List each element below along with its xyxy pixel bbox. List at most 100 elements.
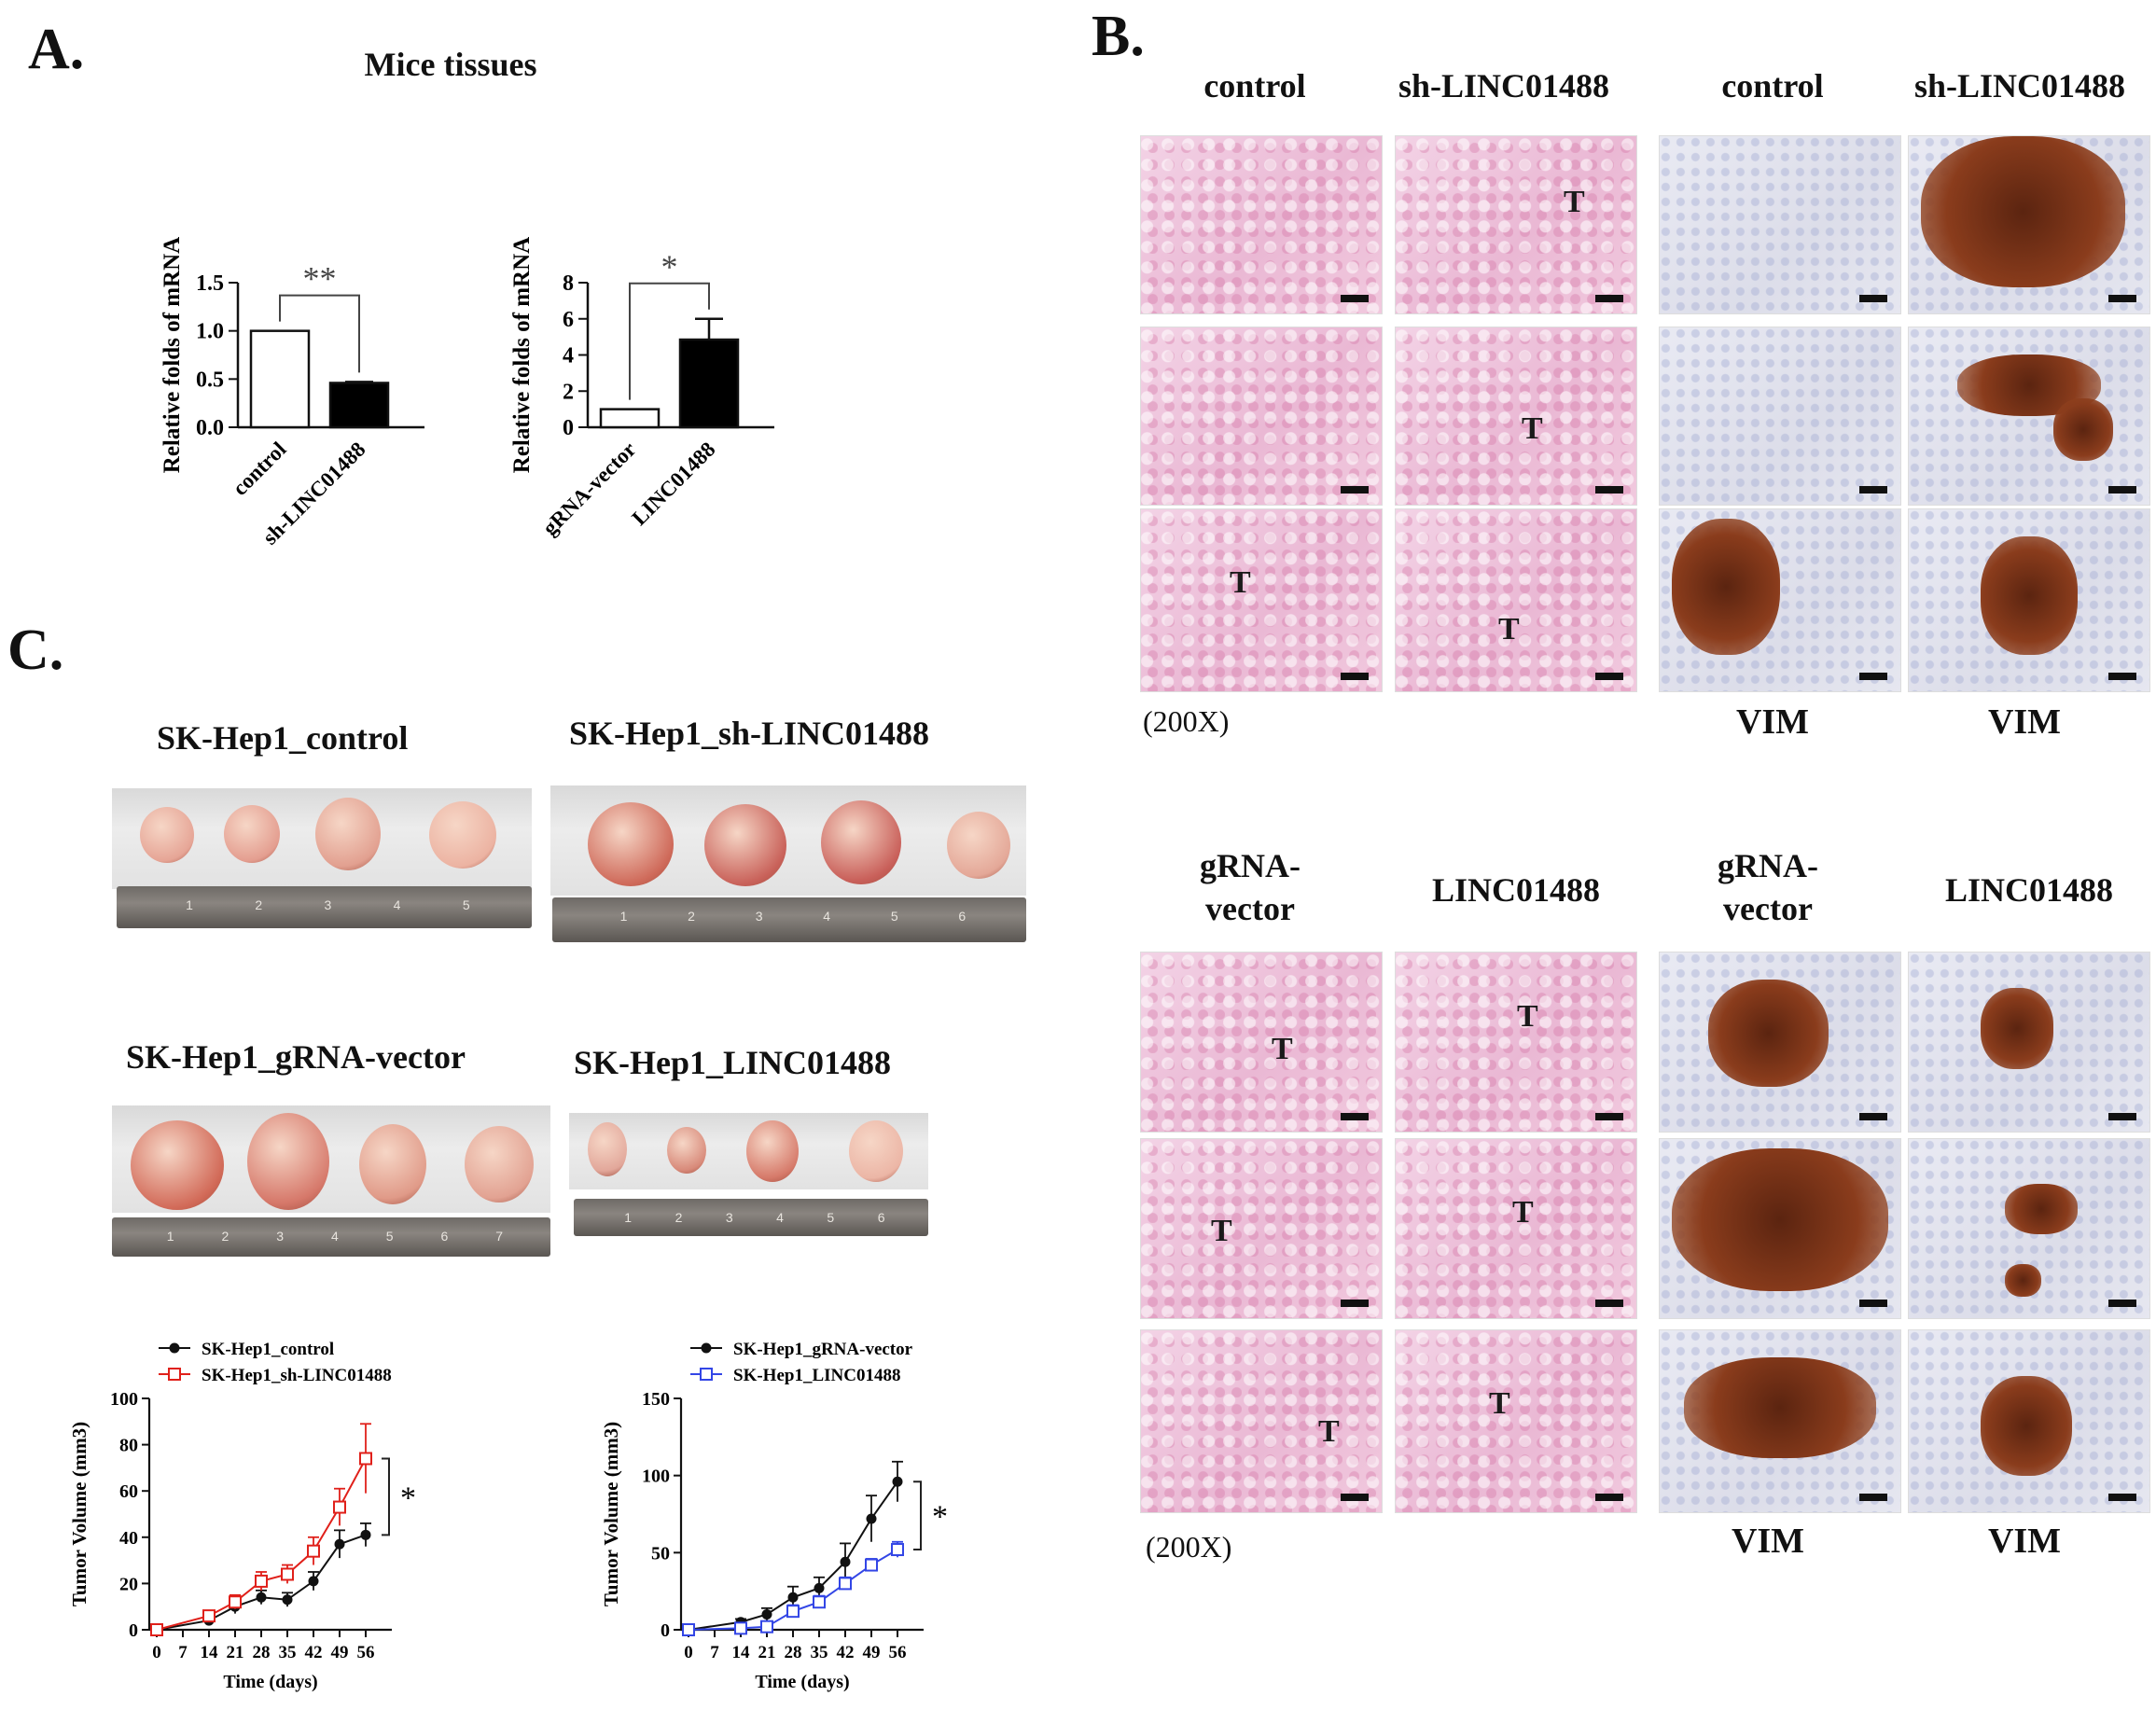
sh-growth-ytick-label: 60 [119, 1481, 138, 1502]
tumor-marker: T [1498, 612, 1520, 646]
scale-bar [1595, 295, 1623, 302]
panel-a-label: A. [28, 18, 85, 81]
scale-bar [1859, 1494, 1887, 1501]
histology-tile-bottom-r2c4 [1908, 1138, 2150, 1319]
header-he-linc: LINC01488 [1431, 871, 1601, 909]
histology-tile-bottom-r3c2: T [1395, 1329, 1637, 1513]
tumor-sample [849, 1120, 903, 1182]
ruler-number: 1 [166, 1229, 174, 1244]
grna-bar-ylabel: Relative folds of mRNA [509, 237, 535, 473]
grna-bar-ytick-label: 2 [563, 380, 574, 404]
tumor-sample [247, 1113, 329, 1210]
scale-bar [1595, 486, 1623, 494]
tumor-marker: T [1512, 1195, 1534, 1230]
sh-growth-legend-marker [169, 1342, 180, 1354]
grna-growth-point [891, 1543, 904, 1557]
tumor-marker: T [1211, 1214, 1232, 1248]
histology-tile-top-r2c3 [1659, 327, 1901, 506]
sh-growth-point [202, 1609, 216, 1623]
histology-tile-top-r1c3 [1659, 135, 1901, 314]
grna-bar-bar [599, 408, 661, 429]
vim-stained-region [1707, 979, 1829, 1087]
ruler-number: 2 [675, 1210, 683, 1225]
grna-growth-xtick-label: 21 [758, 1643, 776, 1662]
grna-growth-point [813, 1595, 826, 1609]
ruler-number: 1 [619, 909, 628, 924]
scale-bar [2108, 673, 2136, 680]
sh-growth-ylabel: Tumor Volume (mm3) [68, 1422, 90, 1606]
scale-bar [1859, 1113, 1887, 1120]
bar-chart-grna: 0 2 4 6 8 Relative folds of mRNAgRNA-vectorLI… [509, 237, 774, 540]
histology-tile-bottom-r2c3 [1659, 1138, 1901, 1319]
sh-bar-bar [328, 382, 390, 429]
grna-bar-ytick-label: 0 [563, 416, 574, 440]
ruler-number: 4 [823, 909, 831, 924]
grna-growth-legend-marker [700, 1368, 713, 1381]
vim-label-1: VIM [1735, 702, 1810, 742]
sh-growth-xtick-label: 0 [152, 1643, 161, 1662]
grna-growth-sig-bracket [913, 1481, 922, 1551]
grna-growth-point [786, 1605, 800, 1619]
ruler-number: 1 [624, 1210, 633, 1225]
scale-bar [1341, 486, 1369, 494]
ruler-sh: 1 2 3 4 5 6 [552, 897, 1026, 942]
scale-bar [2108, 295, 2136, 302]
ruler-number: 4 [776, 1210, 784, 1225]
grna-growth-xtick-label: 7 [710, 1643, 719, 1662]
sh-growth-legend-label: SK-Hep1_sh-LINC01488 [202, 1366, 392, 1385]
grna-bar-ytick-label: 4 [563, 344, 574, 368]
grna-growth-xlabel: Time (days) [755, 1672, 849, 1692]
scale-bar [2108, 1300, 2136, 1307]
histology-tile-bottom-r1c2: T [1395, 952, 1637, 1133]
scale-bar [1341, 1300, 1369, 1307]
vim-label-2: VIM [1987, 702, 2062, 742]
grna-growth-xtick-label: 14 [732, 1643, 751, 1662]
sh-growth-point [360, 1529, 371, 1540]
panel-a-title: Mice tissues [364, 46, 537, 83]
header-vim-sh: sh-LINC01488 [1913, 67, 2126, 104]
ruler-number: 1 [186, 897, 193, 912]
ruler-number: 3 [276, 1229, 285, 1244]
sh-growth-point [150, 1623, 163, 1636]
condition-sh: SK-Hep1_sh-LINC01488 [569, 715, 930, 752]
scale-bar [1595, 1113, 1623, 1120]
sh-growth-legend-marker [168, 1368, 181, 1381]
grna-bar-sig-bracket [629, 282, 710, 400]
condition-grna: SK-Hep1_gRNA-vector [126, 1038, 466, 1076]
tumor-sample [588, 802, 674, 886]
grna-growth-point [892, 1476, 903, 1487]
sh-bar-ytick-label: 0.0 [196, 416, 224, 440]
scale-bar [1595, 673, 1623, 680]
vim-stained-region [1981, 988, 2053, 1069]
vim-label-3: VIM [1731, 1522, 1805, 1561]
sh-bar-ytick-label: 0.5 [196, 368, 224, 392]
ruler-number: 4 [393, 897, 401, 912]
sh-growth-sig-bracket [382, 1457, 390, 1536]
ruler-number: 6 [440, 1229, 449, 1244]
ruler-number: 5 [890, 909, 898, 924]
sh-growth-ytick-label: 100 [110, 1389, 138, 1410]
sh-growth-point [307, 1544, 320, 1558]
histology-tile-bottom-r1c4 [1908, 952, 2150, 1133]
scale-bar [1859, 295, 1887, 302]
sh-growth-xtick-label: 28 [253, 1643, 271, 1662]
histology-tile-bottom-r1c1: T [1140, 952, 1383, 1133]
bar-chart-sh: 0.0 0.5 1.0 1.5 Relative folds of mRNA contro… [160, 237, 424, 549]
sh-growth-xlabel: Time (days) [223, 1672, 317, 1692]
header-vim-linc: LINC01488 [1944, 871, 2114, 909]
ruler-number: 5 [827, 1210, 835, 1225]
sh-growth-xtick-label: 35 [279, 1643, 297, 1662]
tumor-marker: T [1564, 185, 1585, 219]
sh-bar-ylabel: Relative folds of mRNA [160, 237, 185, 473]
grna-growth-xtick-label: 42 [837, 1643, 855, 1662]
magnification-top: (200X) [1143, 704, 1230, 738]
tumor-marker: T [1318, 1414, 1340, 1449]
sh-growth-xtick-label: 42 [305, 1643, 323, 1662]
ruler-control: 1 2 3 4 5 [117, 886, 532, 928]
header-vim-control: control [1721, 67, 1824, 104]
scale-bar [1341, 1494, 1369, 1501]
scale-bar [1595, 1494, 1623, 1501]
scale-bar [1859, 1300, 1887, 1307]
sh-growth-ytick-label: 0 [129, 1620, 138, 1641]
